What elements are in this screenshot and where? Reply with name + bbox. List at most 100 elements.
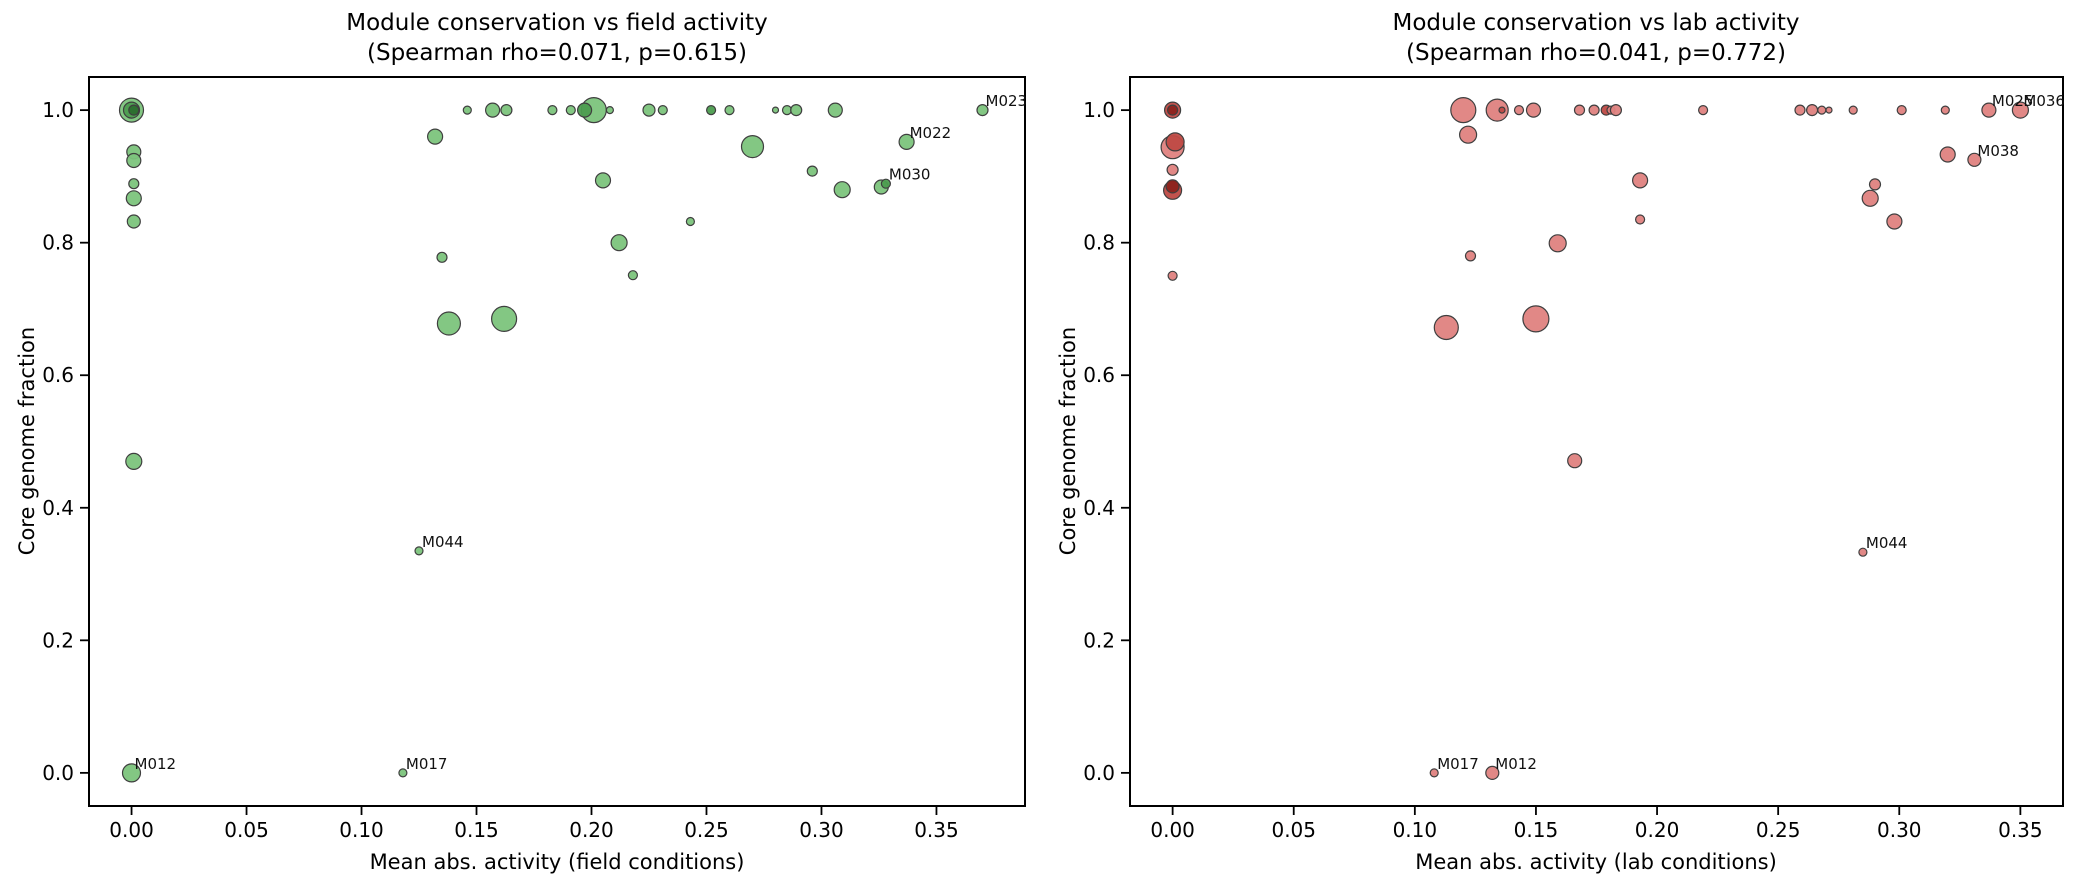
right-x-tick-label: 0.35 (1998, 818, 2043, 842)
left-data-point (565, 104, 576, 116)
left-data-point (771, 106, 780, 114)
left-point-label: M030 (889, 166, 931, 184)
right-axes-frame (1129, 76, 2064, 807)
left-y-tick-label: 0.2 (42, 628, 74, 652)
right-point-label: M017 (1437, 755, 1479, 773)
left-y-tick-label: 0.0 (42, 761, 74, 785)
right-y-tick-label: 0.6 (1083, 363, 1115, 387)
right-data-point (1858, 547, 1868, 557)
left-data-point (610, 234, 628, 252)
right-data-point (1794, 104, 1806, 116)
right-data-point (1967, 152, 1982, 167)
left-data-point (547, 104, 558, 116)
left-data-point (125, 452, 143, 470)
right-y-tick-label: 0.0 (1083, 761, 1115, 785)
right-data-point (1166, 104, 1179, 116)
right-y-tick-label: 0.4 (1083, 496, 1115, 520)
left-data-point (833, 181, 851, 199)
right-data-point (1485, 98, 1509, 122)
right-x-tick-label: 0.20 (1635, 818, 1680, 842)
left-data-point (642, 103, 656, 117)
right-x-tick-label: 0.25 (1756, 818, 1801, 842)
right-data-point (1817, 105, 1827, 115)
left-x-tick-label: 0.05 (224, 818, 269, 842)
left-plot-title-line2: (Spearman rho=0.071, p=0.615) (367, 40, 747, 66)
right-data-point (1981, 102, 1997, 118)
left-point-label: M022 (910, 124, 952, 142)
right-x-tick-label: 0.10 (1393, 818, 1438, 842)
left-data-point (976, 103, 989, 117)
right-y-tick-label: 1.0 (1083, 98, 1115, 122)
right-data-point (1485, 765, 1500, 781)
left-data-point (576, 102, 593, 118)
left-data-point (485, 102, 501, 118)
right-data-point (1825, 106, 1833, 114)
right-data-point (1805, 103, 1819, 117)
right-data-point (1525, 102, 1542, 118)
right-point-label: M038 (1977, 142, 2019, 160)
left-data-point (414, 546, 424, 556)
left-plot-title-line1: Module conservation vs field activity (346, 10, 768, 36)
left-data-point (436, 311, 461, 336)
right-data-point (1697, 104, 1709, 116)
left-data-point (500, 103, 513, 117)
left-x-tick-label: 0.10 (339, 818, 384, 842)
right-data-point (1458, 125, 1478, 144)
left-data-point (740, 135, 765, 159)
left-plot-title: Module conservation vs field activity (S… (346, 8, 768, 68)
left-data-point (827, 102, 843, 118)
left-point-label: M012 (135, 755, 177, 773)
left-data-point (685, 216, 696, 227)
left-point-label: M044 (422, 533, 464, 551)
left-y-tick-label: 0.4 (42, 496, 74, 520)
right-data-point (1940, 105, 1950, 115)
right-data-point (1634, 214, 1646, 225)
left-data-point (657, 104, 668, 116)
left-data-point (128, 178, 140, 190)
left-data-point (605, 105, 615, 115)
right-point-label: M012 (1495, 755, 1537, 773)
right-data-point (1167, 270, 1178, 281)
right-data-point (1939, 146, 1956, 163)
right-x-tick-label: 0.30 (1877, 818, 1922, 842)
left-axes-frame (88, 76, 1026, 807)
right-data-point (1631, 172, 1649, 189)
left-point-label: M017 (406, 755, 448, 773)
right-data-point (1868, 178, 1882, 191)
left-data-point (128, 104, 140, 116)
left-data-point (126, 152, 142, 169)
left-data-point (790, 103, 803, 117)
left-x-tick-label: 0.00 (109, 818, 154, 842)
left-x-tick-label: 0.15 (454, 818, 499, 842)
left-x-tick-label: 0.20 (569, 818, 614, 842)
left-data-point (594, 172, 612, 189)
right-data-point (1896, 104, 1907, 116)
left-data-point (898, 133, 915, 150)
right-x-tick-label: 0.15 (1514, 818, 1559, 842)
right-x-axis-label: Mean abs. activity (lab conditions) (1415, 850, 1777, 874)
left-point-label: M023 (986, 92, 1028, 110)
right-data-point (1522, 305, 1550, 333)
left-data-point (724, 104, 735, 116)
right-data-point (1433, 314, 1459, 341)
left-data-point (880, 178, 892, 189)
right-data-point (1429, 768, 1439, 778)
left-data-point (125, 190, 142, 207)
left-x-tick-label: 0.25 (684, 818, 729, 842)
left-y-tick-label: 0.8 (42, 231, 74, 255)
right-data-point (1450, 96, 1477, 124)
left-x-tick-label: 0.30 (799, 818, 844, 842)
right-data-point (1861, 189, 1879, 207)
right-plot-title: Module conservation vs lab activity (Spe… (1393, 8, 1800, 68)
left-data-point (491, 305, 518, 332)
left-y-tick-label: 0.6 (42, 363, 74, 387)
right-data-point (1498, 106, 1506, 114)
right-point-label: M036 (2023, 92, 2065, 110)
left-data-point (427, 128, 444, 145)
right-data-point (1609, 103, 1623, 117)
right-x-tick-label: 0.00 (1150, 818, 1195, 842)
right-data-point (1886, 213, 1903, 230)
right-data-point (1513, 104, 1525, 116)
